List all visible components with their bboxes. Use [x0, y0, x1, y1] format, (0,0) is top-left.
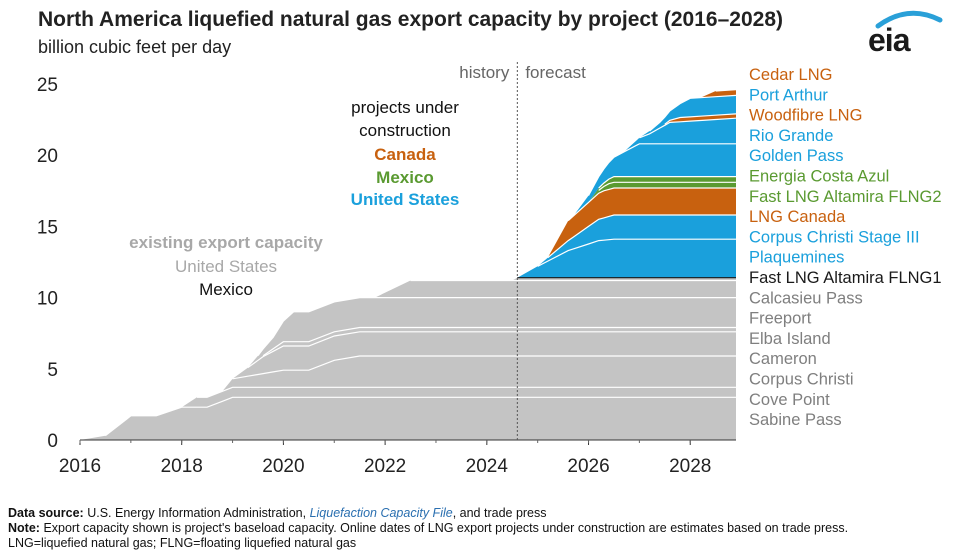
- divider-corpus-christi-stage-iii: [547, 214, 736, 259]
- footer-abbreviations: LNG=liquefied natural gas; FLNG=floating…: [8, 536, 357, 550]
- area-corpus-christi-stage-iii: [80, 215, 736, 440]
- note-text: Export capacity shown is project's basel…: [43, 521, 849, 535]
- divider-port-arthur: [649, 94, 737, 132]
- legend-item-fast-lng-altamira-flng2: Fast LNG Altamira FLNG2: [749, 188, 942, 206]
- legend-item-port-arthur: Port Arthur: [749, 86, 828, 104]
- legend-item-cove-point: Cove Point: [749, 391, 830, 409]
- source-label: Data source:: [8, 506, 84, 520]
- under-construction-label: projects under: [351, 98, 459, 117]
- x-tick-label: 2020: [262, 456, 304, 477]
- x-tick-label: 2024: [466, 456, 509, 477]
- area-plaquemines: [80, 239, 736, 440]
- chart-subtitle: billion cubic feet per day: [38, 37, 232, 57]
- source-link[interactable]: Liquefaction Capacity File: [309, 506, 453, 520]
- chart-footer: Data source: U.S. Energy Information Adm…: [8, 506, 968, 551]
- footer-note: Note: Export capacity shown is project's…: [8, 521, 968, 536]
- divider-lng-canada: [567, 187, 736, 222]
- x-tick-label: 2028: [669, 456, 711, 477]
- area-golden-pass: [80, 143, 736, 441]
- legend-item-fast-lng-altamira-flng1: Fast LNG Altamira FLNG1: [749, 269, 942, 287]
- lng-capacity-chart: 2016 2018 2020 2022 2024 2026 2028 0510152025 …: [37, 62, 942, 477]
- legend-item-corpus-christi-stage-iii: Corpus Christi Stage III: [749, 228, 920, 246]
- divider-rio-grande: [639, 117, 737, 139]
- divider-cove-point: [197, 386, 736, 398]
- legend-item-corpus-christi: Corpus Christi: [749, 371, 854, 389]
- legend-item-rio-grande: Rio Grande: [749, 127, 833, 145]
- chart-areas: [80, 89, 736, 441]
- source-tail: , and trade press: [452, 506, 547, 520]
- divider-elba-island: [262, 326, 736, 357]
- area-sabine-pass: [80, 397, 736, 440]
- chart-legend: Cedar LNG Port Arthur Woodfibre LNG Rio Gra…: [749, 66, 942, 429]
- y-tick-label: 0: [47, 431, 58, 452]
- y-tick-label: 15: [37, 217, 58, 238]
- legend-item-sabine-pass: Sabine Pass: [749, 411, 842, 429]
- y-tick-label: 20: [37, 146, 58, 167]
- legend-item-lng-canada: LNG Canada: [749, 208, 846, 226]
- history-label: history: [459, 63, 510, 82]
- x-tick-label: 2022: [364, 456, 406, 477]
- divider-fast-lng-altamira-flng2: [598, 181, 736, 191]
- legend-item-freeport: Freeport: [749, 310, 812, 328]
- existing-capacity-label: existing export capacity: [129, 233, 323, 252]
- chart-title: North America liquefied natural gas expo…: [38, 8, 783, 31]
- existing-united-states-label: United States: [175, 257, 277, 276]
- divider-golden-pass: [587, 143, 736, 196]
- y-tick-label: 10: [37, 289, 58, 310]
- legend-item-elba-island: Elba Island: [749, 330, 831, 348]
- area-freeport: [80, 297, 736, 440]
- canada-label: Canada: [374, 145, 436, 164]
- divider-energia-costa-azul: [598, 176, 736, 189]
- divider-plaquemines: [537, 238, 736, 267]
- divider-woodfibre-lng: [664, 113, 737, 125]
- eia-logo-text: eia: [868, 22, 910, 58]
- legend-item-cameron: Cameron: [749, 350, 817, 368]
- forecast-label: forecast: [525, 63, 586, 82]
- y-tick-label: 25: [37, 75, 58, 96]
- divider-sabine-pass: [105, 396, 736, 437]
- series-dividers: [105, 89, 737, 437]
- area-lng-canada: [80, 188, 736, 440]
- x-tick-label: 2016: [59, 456, 101, 477]
- x-tick-label: 2018: [161, 456, 203, 477]
- area-cameron: [80, 331, 736, 440]
- under-construction-label: construction: [359, 121, 451, 140]
- legend-item-energia-costa-azul: Energia Costa Azul: [749, 168, 889, 186]
- chart-annotations: history forecast projects under constructio…: [129, 62, 586, 440]
- divider-cedar-lng: [715, 89, 737, 92]
- legend-item-cedar-lng: Cedar LNG: [749, 66, 832, 84]
- eia-logo-arc-icon: [875, 10, 943, 29]
- legend-item-plaquemines: Plaquemines: [749, 249, 844, 267]
- mexico-label: Mexico: [376, 168, 434, 187]
- y-tick-label: 5: [47, 360, 58, 381]
- existing-mexico-label: Mexico: [199, 280, 253, 299]
- x-axis: 2016 2018 2020 2022 2024 2026 2028: [59, 439, 736, 477]
- legend-item-golden-pass: Golden Pass: [749, 147, 843, 165]
- x-tick-label: 2026: [567, 456, 609, 477]
- source-text: U.S. Energy Information Administration,: [87, 506, 307, 520]
- area-cove-point: [80, 387, 736, 440]
- united-states-label: United States: [351, 190, 460, 209]
- eia-logo: eia: [868, 8, 948, 58]
- y-axis: 0 5 10 15 20 25: [37, 75, 58, 452]
- legend-item-woodfibre-lng: Woodfibre LNG: [749, 107, 862, 125]
- divider-corpus-christi: [232, 355, 736, 380]
- area-calcasieu-pass: [80, 280, 736, 440]
- footer-source: Data source: U.S. Energy Information Adm…: [8, 506, 968, 521]
- note-label: Note:: [8, 521, 40, 535]
- divider-cameron: [247, 331, 736, 369]
- divider-freeport: [257, 297, 736, 357]
- legend-item-calcasieu-pass: Calcasieu Pass: [749, 289, 863, 307]
